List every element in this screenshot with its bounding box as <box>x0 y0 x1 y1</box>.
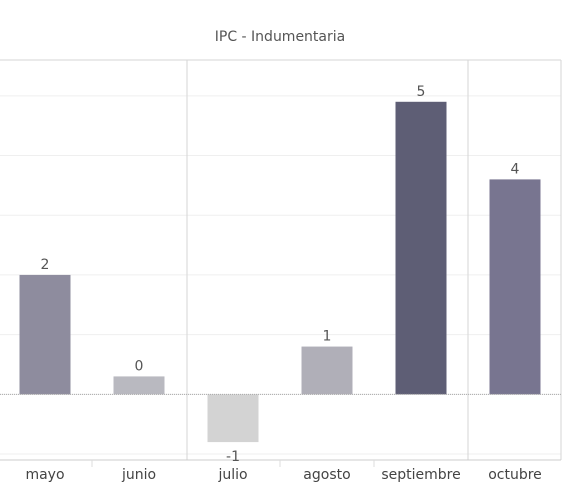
data-label-julio: -1 <box>226 449 240 465</box>
bar-septiembre[interactable] <box>395 101 447 395</box>
chart-title: IPC - Indumentaria <box>215 29 345 45</box>
x-tick-mayo: mayo <box>25 467 64 483</box>
x-tick-julio: julio <box>217 467 247 483</box>
bars <box>19 101 541 443</box>
data-label-junio: 0 <box>135 358 144 374</box>
data-label-septiembre: 5 <box>417 84 426 100</box>
x-tick-labels: mayo junio julio agosto septiembre octubre <box>25 460 542 483</box>
bar-julio[interactable] <box>207 394 259 443</box>
x-tick-octubre: octubre <box>488 467 542 483</box>
data-label-agosto: 1 <box>323 329 332 345</box>
x-tick-septiembre: septiembre <box>381 467 460 483</box>
bar-octubre[interactable] <box>489 179 541 395</box>
bar-mayo[interactable] <box>19 274 71 395</box>
data-label-octubre: 4 <box>511 161 520 177</box>
x-tick-junio: junio <box>121 467 156 483</box>
grid <box>0 95 561 455</box>
data-labels: 2 0 -1 1 5 4 <box>41 84 520 465</box>
bar-agosto[interactable] <box>301 346 353 395</box>
x-tick-agosto: agosto <box>303 467 350 483</box>
data-label-mayo: 2 <box>41 257 50 273</box>
bar-junio[interactable] <box>113 376 165 395</box>
